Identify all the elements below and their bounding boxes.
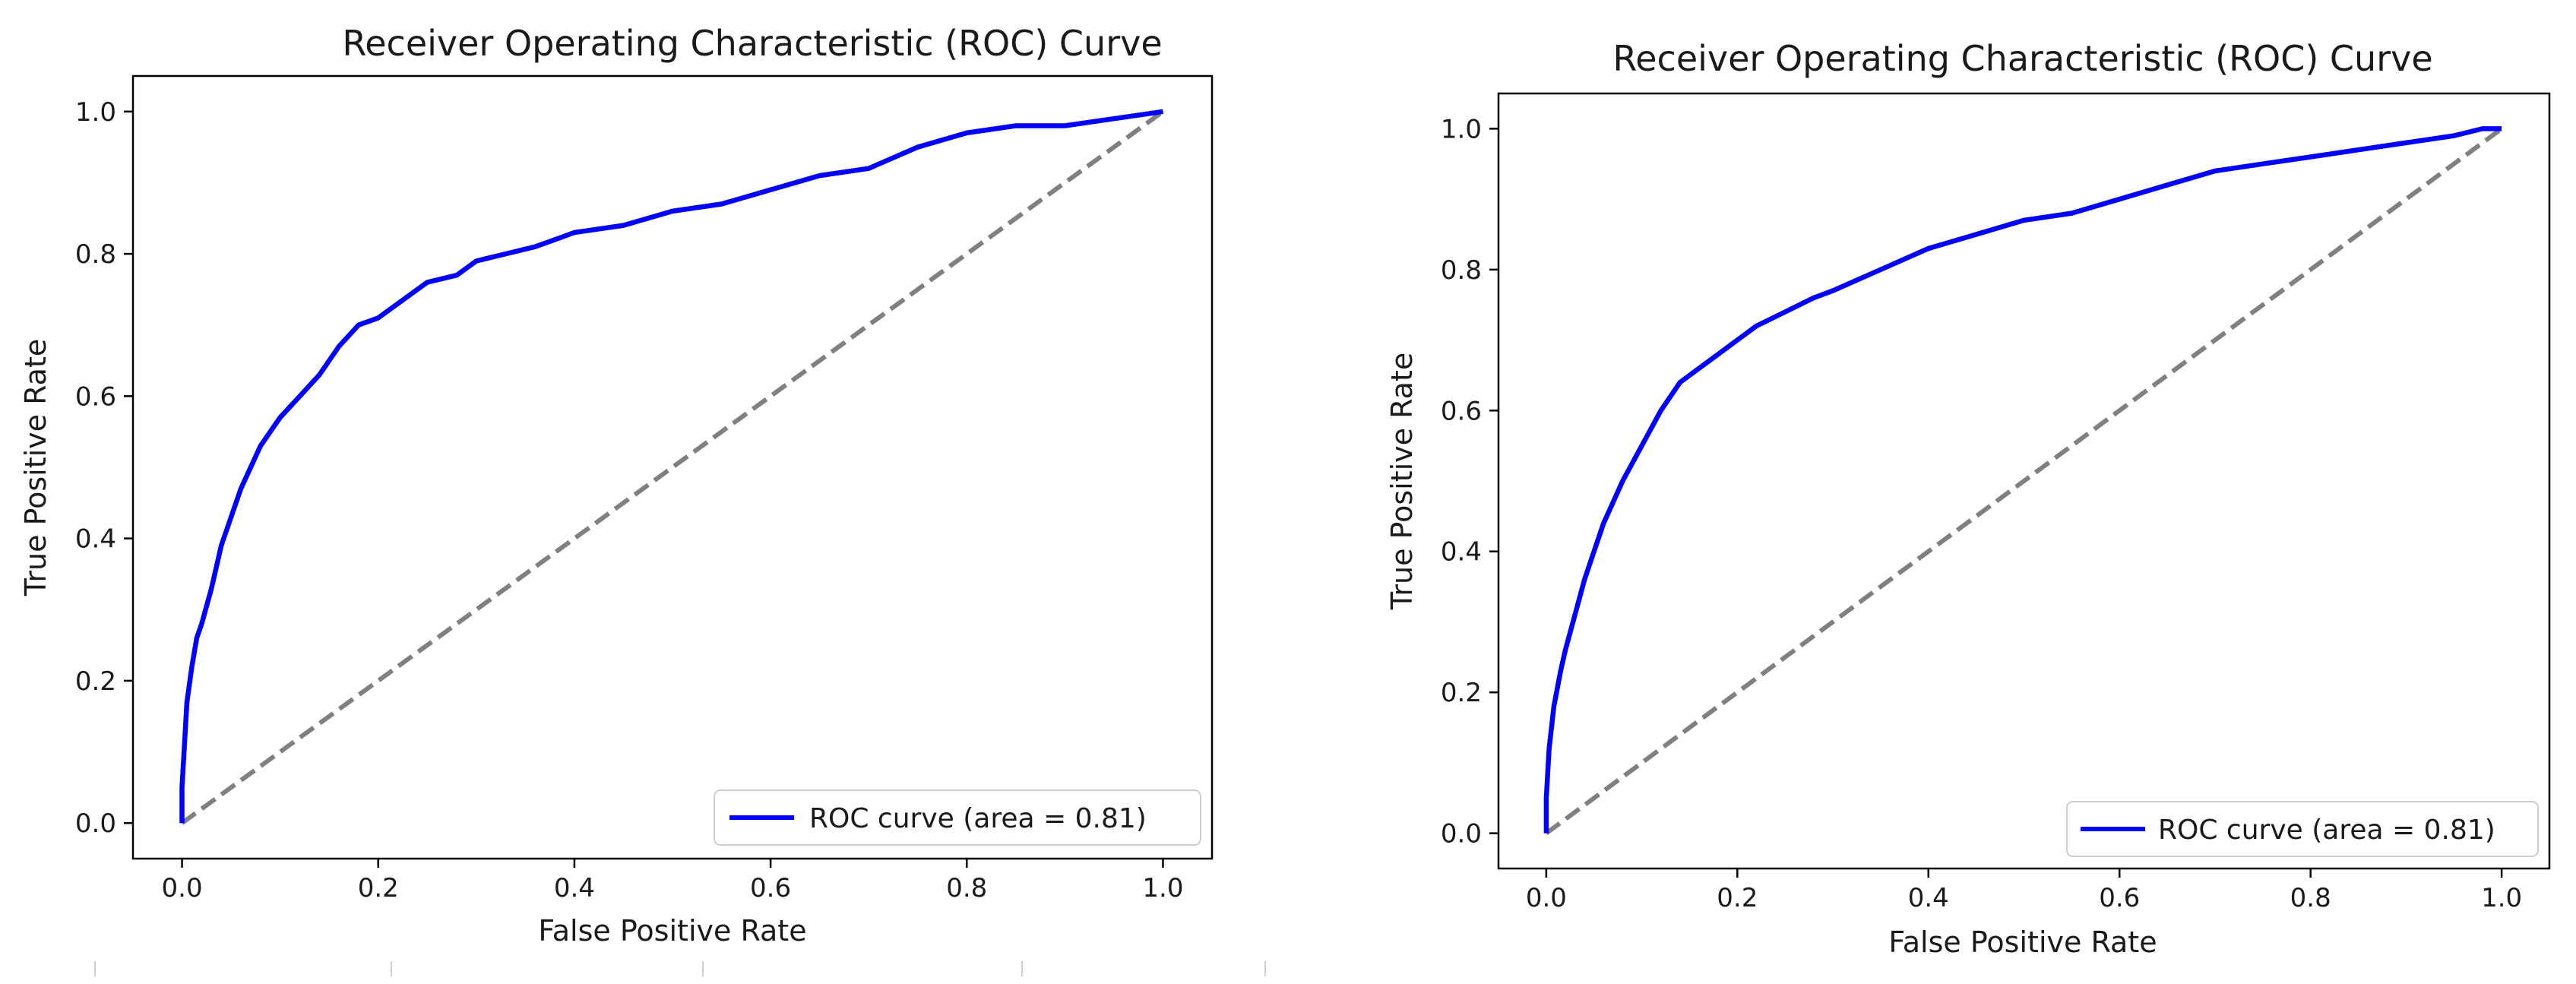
x-axis-label: False Positive Rate (1888, 925, 2157, 959)
y-tick-label: 0.4 (1441, 537, 1482, 568)
y-tick-label: 1.0 (75, 97, 116, 128)
y-tick-label: 0.4 (75, 524, 116, 555)
x-tick-label: 1.0 (2481, 883, 2522, 913)
y-axis-label: True Positive Rate (19, 339, 52, 597)
roc-curve-line (1543, 126, 2502, 834)
y-tick-label: 0.6 (1441, 396, 1482, 426)
y-tick-label: 0.0 (1441, 819, 1482, 850)
y-tick-label: 0.2 (75, 666, 116, 697)
x-tick-label: 0.6 (2099, 883, 2140, 913)
x-ticks: 0.0 0.2 0.4 0.6 0.8 1.0 (162, 859, 1183, 903)
legend-label: ROC curve (area = 0.81) (2158, 815, 2495, 846)
x-tick-label: 0.4 (1908, 883, 1949, 913)
y-ticks: 0.0 0.2 0.4 0.6 0.8 1.0 (75, 97, 133, 839)
chance-diagonal-line (1545, 126, 2503, 836)
y-tick-label: 0.8 (1441, 255, 1482, 286)
y-tick-label: 0.0 (75, 808, 116, 839)
x-axis-label: False Positive Rate (538, 914, 806, 948)
x-tick-label: 0.6 (750, 873, 791, 903)
series-lines (179, 109, 1165, 825)
x-tick-label: 0.0 (162, 873, 203, 903)
legend: ROC curve (area = 0.81) (2066, 801, 2539, 857)
chart-title: Receiver Operating Characteristic (ROC) … (342, 23, 1162, 64)
roc-chart-left: Receiver Operating Characteristic (ROC) … (19, 23, 1214, 948)
x-ticks: 0.0 0.2 0.4 0.6 0.8 1.0 (1526, 869, 2522, 913)
roc-curve-line (179, 109, 1163, 824)
y-ticks: 0.0 0.2 0.4 0.6 0.8 1.0 (1441, 114, 1498, 850)
x-tick-label: 1.0 (1142, 873, 1183, 903)
roc-chart-right: Receiver Operating Characteristic (ROC) … (1385, 38, 2551, 959)
series-lines (1543, 126, 2503, 836)
x-tick-label: 0.8 (946, 873, 987, 903)
x-tick-label: 0.2 (1717, 883, 1758, 913)
chart-title: Receiver Operating Characteristic (ROC) … (1612, 38, 2432, 79)
y-axis-label: True Positive Rate (1385, 353, 1419, 611)
legend-box (2066, 801, 2539, 857)
legend: ROC curve (area = 0.81) (714, 789, 1201, 846)
y-tick-label: 0.8 (75, 239, 116, 270)
chance-diagonal-line (180, 109, 1165, 825)
y-tick-label: 0.2 (1441, 678, 1482, 708)
y-tick-label: 0.6 (75, 381, 116, 412)
x-tick-label: 0.2 (358, 873, 399, 903)
y-tick-label: 1.0 (1441, 114, 1482, 144)
x-tick-label: 0.0 (1526, 883, 1567, 913)
x-tick-label: 0.4 (554, 873, 595, 903)
left-bottom-tick-marks (94, 961, 1266, 976)
x-tick-label: 0.8 (2290, 883, 2331, 913)
legend-box (714, 789, 1201, 846)
legend-label: ROC curve (area = 0.81) (809, 803, 1147, 834)
